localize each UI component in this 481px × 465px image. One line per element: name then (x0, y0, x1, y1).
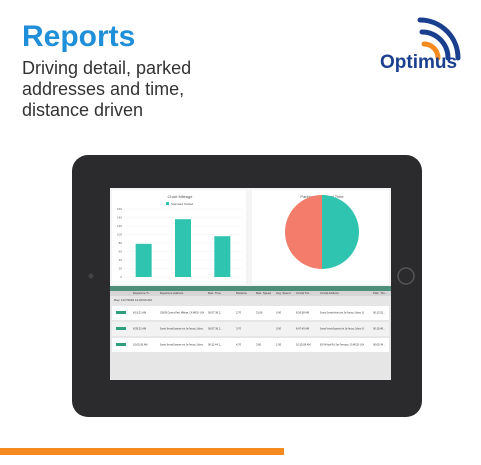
column-header: Distance (236, 291, 247, 295)
cell: 1050 El Camino Real, Millbrae, CA 94030,… (160, 311, 204, 315)
cell: 4.70 (236, 343, 242, 347)
cell: 8:35:31 AM (133, 327, 146, 331)
pie-slice (322, 195, 359, 269)
column-header: Park. Tim... (373, 291, 387, 295)
row-button (116, 327, 126, 330)
y-tick-label: 140 (117, 215, 122, 219)
accent-bar (0, 448, 284, 455)
camera (88, 273, 94, 279)
row-button (116, 311, 126, 314)
column-header: Departure Ti... (133, 291, 151, 295)
bar (214, 236, 231, 277)
cell: Domestic Terminals Departures Level, San… (160, 327, 204, 331)
bar (135, 243, 152, 277)
y-tick-label: 60 (119, 249, 123, 253)
cell: 8:47:40 AM (296, 327, 309, 331)
y-tick-label: 160 (117, 207, 122, 211)
cell: 2.70 (236, 311, 242, 315)
y-tick-label: 120 (117, 224, 122, 228)
column-header: Departure Address (160, 291, 184, 295)
cell: 00:05:34... (373, 343, 386, 347)
cell: 0.00 (276, 311, 282, 315)
subtitle: distance driven (22, 100, 143, 120)
y-tick-label: 0 (120, 275, 122, 279)
logo-text: Optimus (380, 52, 457, 73)
cell: 3.60 (256, 343, 262, 347)
table-day: Day: 11/7/2016 12:00:00 AM (114, 298, 152, 302)
row-button (116, 343, 126, 346)
column-header: Arrival Address (320, 291, 339, 295)
cell: Domestic Terminals Departures Level, San… (160, 343, 204, 347)
cell: 1.95 (276, 343, 282, 347)
cell: 10:15:09 AM (296, 343, 311, 347)
chart-title: Chart Mileage (168, 194, 194, 199)
y-tick-label: 80 (119, 241, 123, 245)
table-header (110, 291, 391, 296)
cell: 0.00 (276, 327, 282, 331)
column-header: Max. Time (208, 291, 221, 295)
bar (175, 219, 191, 277)
cell: 00:07:36.2... (208, 327, 223, 331)
pie-slice (285, 195, 322, 269)
cell: 8:19:21 AM (133, 311, 146, 315)
logo-arcs (417, 17, 461, 61)
table-row (112, 306, 389, 320)
column-header: Arrival Tim... (296, 291, 312, 295)
table-row (112, 322, 389, 336)
cell: 00:11:44.1... (208, 343, 223, 347)
cell: 00:07:36.2... (208, 311, 223, 315)
cell: 00:15:46... (373, 327, 386, 331)
cell: 10:03:26 AM (133, 343, 148, 347)
legend-swatch (166, 202, 169, 205)
column-header: Avg. Speed (276, 291, 291, 295)
subtitle: addresses and time, (22, 79, 184, 99)
column-header: Max. Speed (256, 291, 271, 295)
cell: 31.06 (256, 311, 263, 315)
y-tick-label: 40 (119, 258, 123, 262)
title: Reports (22, 20, 135, 53)
y-tick-label: 20 (119, 266, 123, 270)
cell: 3.70 (236, 327, 242, 331)
home-button (397, 267, 415, 285)
cell: Domestic Terminals Arrivals Level, San F… (320, 311, 364, 315)
y-tick-label: 100 (117, 232, 122, 236)
table-toolbar (110, 286, 391, 291)
cell: 00:12:52... (373, 311, 386, 315)
cell: 600 W Hotel Rd, San Francisco, CA 94128,… (320, 343, 364, 347)
cell: 8:26:58 AM (296, 311, 309, 315)
table-row (112, 338, 389, 352)
legend-label: Standard Scaled (171, 202, 194, 206)
cell: Domestic Terminals Departures Level, San… (320, 327, 364, 331)
subtitle: Driving detail, parked (22, 58, 191, 78)
